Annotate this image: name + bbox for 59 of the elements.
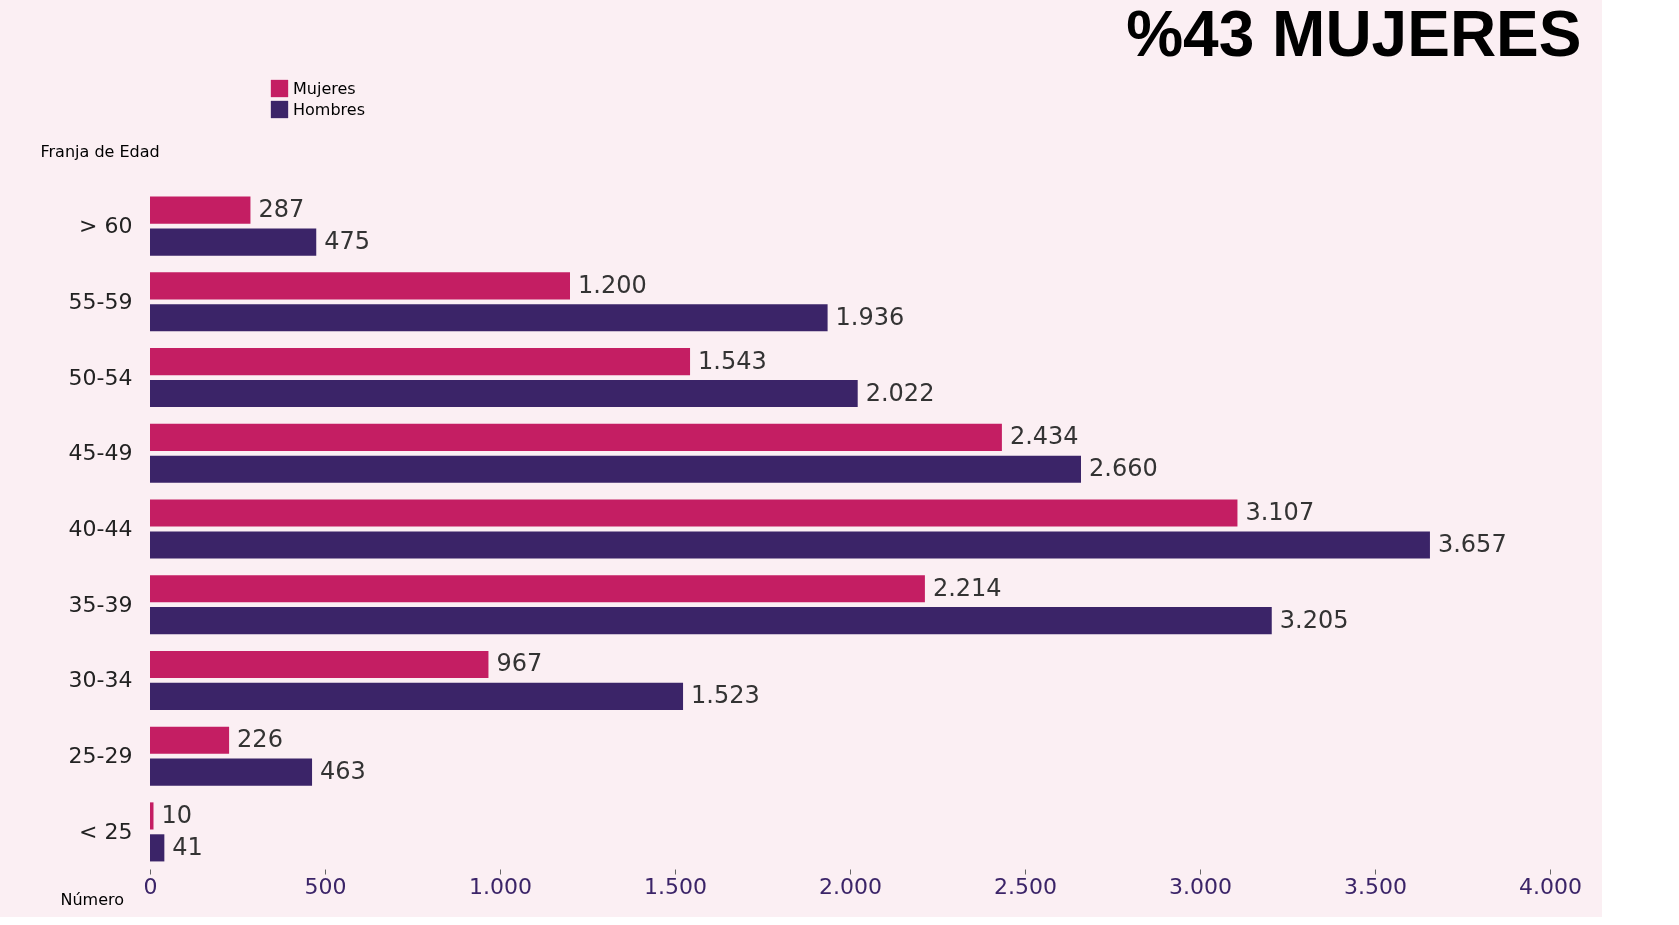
bar <box>150 682 684 710</box>
bar <box>150 228 317 256</box>
bar <box>150 575 925 603</box>
x-tick-label: 0 <box>143 873 158 899</box>
data-label: 1.200 <box>578 270 647 299</box>
bar <box>150 455 1081 483</box>
y-tick-label: 40-44 <box>68 516 133 541</box>
bar <box>150 834 165 862</box>
x-axis-title: Número <box>60 889 125 909</box>
y-axis-title: Franja de Edad <box>40 141 160 161</box>
data-label: 2.660 <box>1089 454 1158 483</box>
data-label: 3.107 <box>1245 498 1315 527</box>
bar <box>150 348 691 376</box>
bar <box>150 272 570 300</box>
bar <box>150 726 230 754</box>
bar <box>150 499 1238 527</box>
x-tick-label: 2.500 <box>994 873 1057 899</box>
y-tick-label: 30-34 <box>68 667 133 693</box>
x-tick-label: 1.000 <box>469 873 532 899</box>
data-label: 2.214 <box>932 573 1002 602</box>
data-label: 2.434 <box>1009 422 1079 451</box>
y-tick-label: 35-39 <box>68 591 133 617</box>
data-label: 3.657 <box>1437 529 1507 558</box>
data-label: 41 <box>172 832 203 861</box>
data-label: 1.936 <box>835 302 905 331</box>
data-label: 1.523 <box>691 681 760 710</box>
data-label: 475 <box>324 227 371 256</box>
x-tick-label: 2.000 <box>819 873 882 899</box>
data-label: 2.022 <box>865 378 935 407</box>
legend-label: Hombres <box>293 99 365 119</box>
data-label: 1.543 <box>698 346 767 375</box>
x-tick-label: 500 <box>304 873 347 899</box>
data-label: 463 <box>320 757 366 786</box>
x-tick-label: 3.000 <box>1169 873 1232 899</box>
bar <box>150 379 858 408</box>
chart-title: %43 MUJERES <box>1126 0 1582 70</box>
legend-label: Mujeres <box>293 78 356 98</box>
bar <box>150 196 251 224</box>
bar <box>150 304 828 332</box>
bar <box>150 607 1272 635</box>
y-tick-label: < 25 <box>79 818 133 844</box>
x-tick-label: 1.500 <box>644 873 707 899</box>
bar <box>150 650 489 679</box>
y-tick-label: 55-59 <box>68 288 133 314</box>
bar <box>150 802 154 830</box>
bar <box>150 423 1002 451</box>
y-tick-label: > 60 <box>79 213 133 239</box>
x-tick-label: 4.000 <box>1519 873 1582 899</box>
bar <box>150 758 313 786</box>
bar <box>150 531 1430 559</box>
x-tick-label: 3.500 <box>1344 873 1407 899</box>
data-label: 10 <box>161 800 193 829</box>
y-tick-label: 25-29 <box>68 743 133 769</box>
y-tick-label: 45-49 <box>68 440 133 466</box>
data-label: 287 <box>258 195 305 224</box>
data-label: 967 <box>496 649 543 678</box>
data-label: 3.205 <box>1279 605 1349 634</box>
data-label: 226 <box>237 725 283 754</box>
y-tick-label: 50-54 <box>68 364 133 390</box>
